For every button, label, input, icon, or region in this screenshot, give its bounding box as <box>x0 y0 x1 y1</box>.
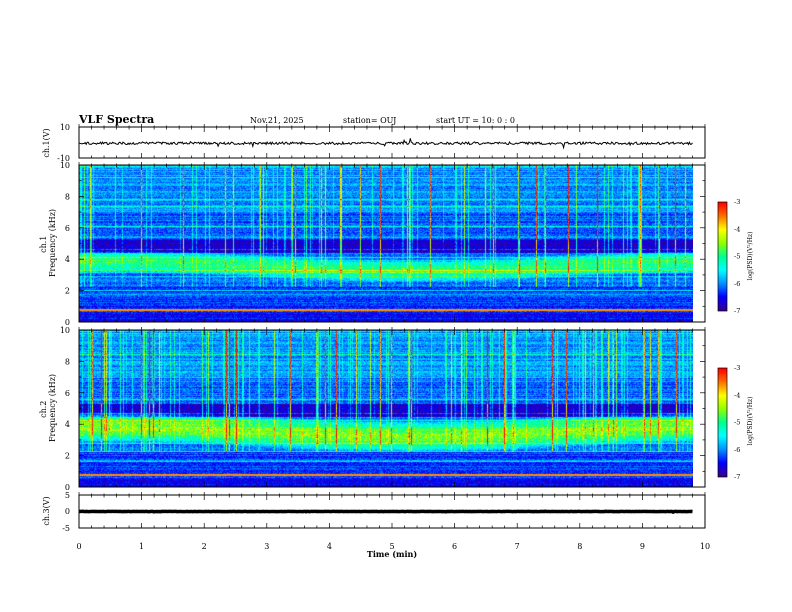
ch2-ytick-6: 6 <box>65 389 70 398</box>
ch1-spectrogram-panel: 0 2 4 6 8 10 ch.1 Frequency (kHz) -3 -4 … <box>39 161 754 327</box>
ch1-ytick-4: 4 <box>65 255 70 264</box>
ch3-waveform-panel: 5 0 -5 ch.3(V) <box>42 491 706 533</box>
figure-title: VLF Spectra <box>78 113 154 126</box>
ch1-spectrogram-ylabel-line2: Frequency (kHz) <box>48 209 57 277</box>
ch1-waveform-panel: 10 -10 ch.1(V) <box>42 123 706 163</box>
ch1-ytick-6: 6 <box>65 224 70 233</box>
x-tick-3: 3 <box>264 542 269 551</box>
ch2-ytick-2: 2 <box>65 452 70 461</box>
x-axis-tick-labels: 0 1 2 3 4 5 6 7 8 9 10 <box>76 542 710 551</box>
ch3-ytick-mid: 0 <box>65 507 70 516</box>
ch1-colorbar-tick-m6: -6 <box>734 280 740 288</box>
ch1-spectrogram-ylabel-line1: ch.1 <box>39 236 48 253</box>
ch1-spectrogram-image-holder <box>79 165 693 322</box>
station-label: station= OUJ <box>343 116 396 125</box>
ch1-colorbar-tick-m7: -7 <box>734 307 740 315</box>
ch2-colorbar-tick-m5: -5 <box>734 419 740 427</box>
ch1-spectrogram-yticks: 0 2 4 6 8 10 <box>60 161 70 327</box>
x-tick-10: 10 <box>700 542 710 551</box>
ch2-colorbar-frame <box>717 367 728 478</box>
x-tick-1: 1 <box>139 542 144 551</box>
ch1-colorbar-tick-m3: -3 <box>734 198 740 206</box>
ch1-ytick-8: 8 <box>65 192 70 201</box>
ch2-colorbar-tick-m7: -7 <box>734 473 740 481</box>
ch3-ytick-top: 5 <box>65 491 70 500</box>
ch1-spectrogram-ylabel: ch.1 Frequency (kHz) <box>39 209 57 277</box>
ch1-waveform-trace <box>78 138 693 150</box>
ch2-spectrogram-ylabel: ch.2 Frequency (kHz) <box>39 374 57 442</box>
ch1-colorbar-frame <box>717 201 728 312</box>
ch3-waveform-trace <box>78 509 693 515</box>
ch2-colorbar <box>718 368 727 477</box>
ch3-ytick-bottom: -5 <box>62 524 70 533</box>
x-tick-9: 9 <box>640 542 645 551</box>
ch2-spectrogram-image <box>79 330 693 487</box>
ch1-colorbar-tick-m5: -5 <box>734 253 740 261</box>
x-tick-5: 5 <box>389 542 394 551</box>
axis-tick-marks <box>78 124 706 528</box>
ch2-colorbar-holder <box>718 368 727 477</box>
x-tick-4: 4 <box>327 542 332 551</box>
ch2-spectrogram-panel: 0 2 4 6 8 10 ch.2 Frequency (kHz) -3 -4 … <box>39 326 754 492</box>
ch2-spectrogram-ylabel-line1: ch.2 <box>39 401 48 418</box>
ch2-spectrogram-image-holder <box>79 330 693 487</box>
x-tick-0: 0 <box>76 542 81 551</box>
ch1-spectrogram-image <box>79 165 693 322</box>
ch1-ytick-10: 10 <box>60 161 70 170</box>
ch2-ytick-4: 4 <box>65 420 70 429</box>
ch1-waveform-ylabel: ch.1(V) <box>42 128 51 157</box>
ch1-colorbar-ticks: -3 -4 -5 -6 -7 <box>734 198 740 315</box>
x-tick-8: 8 <box>577 542 582 551</box>
ch1-ytick-bottom: -10 <box>57 154 70 163</box>
ch2-ytick-8: 8 <box>65 357 70 366</box>
ch1-ytick-2: 2 <box>65 287 70 296</box>
ch1-colorbar-tick-m4: -4 <box>734 225 740 233</box>
x-tick-6: 6 <box>452 542 457 551</box>
ch2-colorbar-ticks: -3 -4 -5 -6 -7 <box>734 364 740 481</box>
ch3-waveform-ylabel: ch.3(V) <box>42 496 51 525</box>
ch2-spectrogram-yticks: 0 2 4 6 8 10 <box>60 326 70 492</box>
ch1-ytick-0: 0 <box>65 318 70 327</box>
ch1-colorbar-holder <box>718 202 727 311</box>
ch2-colorbar-tick-m4: -4 <box>734 391 740 399</box>
ch2-spectrogram-ylabel-line2: Frequency (kHz) <box>48 374 57 442</box>
x-tick-7: 7 <box>515 542 520 551</box>
x-axis-label: Time (min) <box>367 549 417 559</box>
ch2-ytick-0: 0 <box>65 483 70 492</box>
ch1-colorbar-label: log(PSD)(V²/Hz) <box>747 232 754 281</box>
ch1-ytick-top: 10 <box>60 123 70 132</box>
ch2-colorbar-tick-m3: -3 <box>734 364 740 372</box>
ch2-ytick-10: 10 <box>60 326 70 335</box>
date-label: Nov.21, 2025 <box>250 116 304 125</box>
ch1-colorbar <box>718 202 727 311</box>
x-tick-2: 2 <box>202 542 207 551</box>
ch2-colorbar-label: log(PSD)(V²/Hz) <box>747 397 754 446</box>
start-time-label: start UT = 10: 0 : 0 <box>436 116 515 125</box>
ch2-colorbar-tick-m6: -6 <box>734 446 740 454</box>
